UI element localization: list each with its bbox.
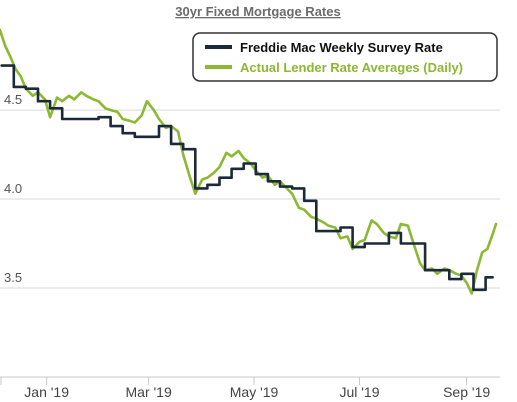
chart-title: 30yr Fixed Mortgage Rates	[175, 4, 340, 19]
y-tick-label: 4.0	[4, 181, 22, 196]
legend-label-lender-daily: Actual Lender Rate Averages (Daily)	[240, 60, 463, 75]
x-tick-label: Jan '19	[24, 384, 69, 400]
x-tick-label: Jul '19	[339, 384, 379, 400]
series-lines	[0, 28, 498, 295]
grid-lines	[0, 109, 500, 289]
legend-label-freddie-mac: Freddie Mac Weekly Survey Rate	[240, 40, 443, 55]
y-tick-label: 4.5	[4, 92, 22, 107]
legend: Freddie Mac Weekly Survey Rate Actual Le…	[192, 32, 498, 82]
freddie-mac-weekly-line	[0, 64, 494, 292]
x-axis: Jan '19 Mar '19 May '19 Jul '19 Sep '19	[0, 376, 500, 400]
x-tick-label: May '19	[230, 384, 279, 400]
x-tick-label: Mar '19	[126, 384, 172, 400]
legend-box	[192, 32, 498, 82]
y-tick-label: 3.5	[4, 270, 22, 285]
x-tick-label: Sep '19	[443, 384, 490, 400]
y-axis: 4.5 4.0 3.5	[4, 92, 22, 285]
